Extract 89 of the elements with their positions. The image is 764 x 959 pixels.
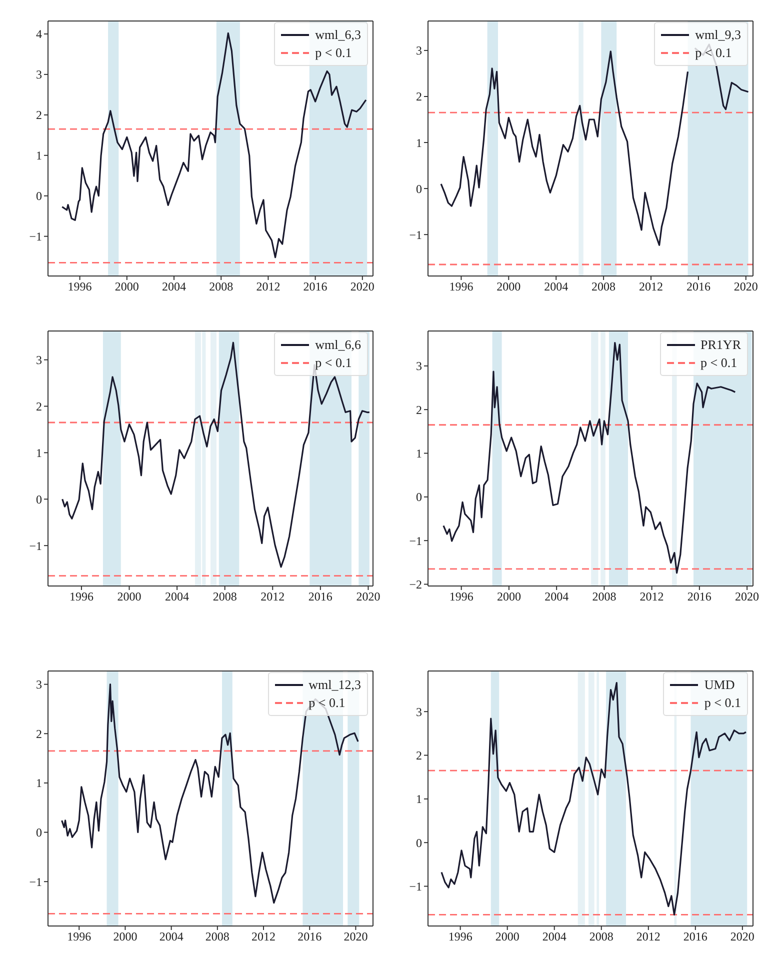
x-tick-label: 2004 [542, 930, 566, 944]
y-tick-label: 1 [416, 136, 422, 150]
x-tick-label: 2020 [735, 590, 760, 604]
x-tick-label: 2012 [638, 280, 663, 294]
y-tick-label: 2 [416, 402, 422, 417]
x-tick-label: 2008 [212, 590, 237, 604]
x-tick-label: 2012 [636, 930, 660, 944]
y-tick-label: −1 [409, 228, 422, 242]
y-tick-label: −1 [409, 534, 422, 548]
y-tick-label: 2 [36, 726, 42, 741]
x-tick-label: 2004 [165, 590, 190, 604]
legend-label: PR1YR [700, 336, 741, 354]
x-tick-label: 1996 [449, 280, 474, 294]
x-tick-label: 2000 [113, 930, 138, 944]
x-tick-label: 2004 [162, 280, 186, 294]
y-tick-label: 1 [36, 148, 42, 163]
y-tick-label: 0 [36, 492, 42, 506]
x-tick-label: 1996 [448, 930, 472, 944]
legend-label: wml_9,3 [695, 26, 741, 44]
y-tick-label: 4 [36, 27, 42, 42]
x-tick-label: 2008 [592, 590, 616, 604]
x-tick-label: 2000 [117, 590, 142, 604]
line-series [62, 342, 370, 568]
x-tick-label: 1996 [449, 590, 474, 604]
y-tick-label: −1 [29, 230, 42, 244]
y-tick-label: 2 [416, 90, 422, 104]
x-tick-label: 2004 [159, 930, 184, 944]
legend-label: wml_6,3 [315, 26, 361, 44]
x-tick-label: 2020 [356, 590, 380, 604]
legend-label: p < 0.1 [700, 354, 738, 372]
y-tick-label: 0 [36, 826, 42, 840]
legend-label: p < 0.1 [695, 44, 732, 62]
x-tick-label: 2020 [350, 280, 374, 294]
y-tick-label: 0 [416, 490, 422, 504]
y-tick-label: −2 [409, 578, 422, 592]
y-tick-label: −1 [409, 880, 422, 894]
y-tick-label: 3 [36, 678, 42, 692]
y-tick-label: 2 [36, 400, 42, 414]
x-tick-label: 2008 [205, 930, 230, 944]
x-tick-label: 2004 [544, 590, 569, 604]
x-tick-label: 2008 [592, 280, 616, 294]
x-tick-label: 2016 [683, 930, 708, 944]
y-tick-label: 0 [416, 182, 422, 196]
legend-label: p < 0.1 [704, 694, 741, 712]
y-tick-label: 3 [416, 44, 422, 58]
y-tick-label: 3 [36, 68, 42, 82]
y-tick-label: 0 [416, 836, 422, 850]
legend-label: p < 0.1 [315, 44, 352, 62]
x-tick-label: 2016 [308, 590, 332, 604]
y-tick-label: 3 [416, 359, 422, 374]
legend-label: p < 0.1 [315, 354, 352, 372]
x-tick-label: 2012 [640, 590, 664, 604]
x-tick-label: 2012 [252, 930, 276, 944]
x-tick-label: 2016 [298, 930, 322, 944]
legend-label: UMD [704, 676, 735, 694]
y-tick-label: 3 [36, 353, 42, 368]
y-tick-label: 0 [36, 189, 42, 204]
y-tick-label: 3 [416, 704, 422, 719]
x-tick-label: 2016 [303, 280, 328, 294]
y-tick-label: −1 [29, 874, 42, 889]
y-tick-label: 1 [416, 446, 422, 461]
x-tick-label: 2000 [495, 930, 520, 944]
x-tick-label: 2004 [544, 280, 568, 294]
x-tick-label: 2020 [344, 930, 368, 944]
x-tick-label: 2020 [730, 930, 754, 944]
line-series [440, 682, 747, 916]
x-tick-label: 2000 [496, 280, 521, 294]
x-tick-label: 1996 [69, 590, 94, 604]
y-tick-label: 1 [416, 792, 422, 806]
x-tick-label: 1996 [68, 280, 92, 294]
legend-label: wml_12,3 [308, 676, 361, 694]
y-tick-label: 2 [416, 748, 422, 763]
y-tick-label: −1 [29, 538, 42, 553]
x-tick-label: 2012 [256, 280, 280, 294]
legend-label: wml_6,6 [315, 336, 361, 354]
y-tick-label: 1 [36, 776, 42, 790]
y-tick-label: 2 [36, 108, 42, 122]
x-tick-label: 2020 [734, 280, 758, 294]
legend-label: p < 0.1 [308, 694, 346, 712]
x-tick-label: 1996 [67, 930, 92, 944]
x-tick-label: 2016 [687, 590, 712, 604]
x-tick-label: 2000 [496, 590, 521, 604]
x-tick-label: 2000 [114, 280, 139, 294]
x-tick-label: 2016 [686, 280, 710, 294]
x-tick-label: 2008 [209, 280, 234, 294]
x-tick-label: 2012 [260, 590, 285, 604]
line-series [61, 32, 367, 258]
y-tick-label: 1 [36, 446, 42, 460]
x-tick-label: 2008 [589, 930, 614, 944]
